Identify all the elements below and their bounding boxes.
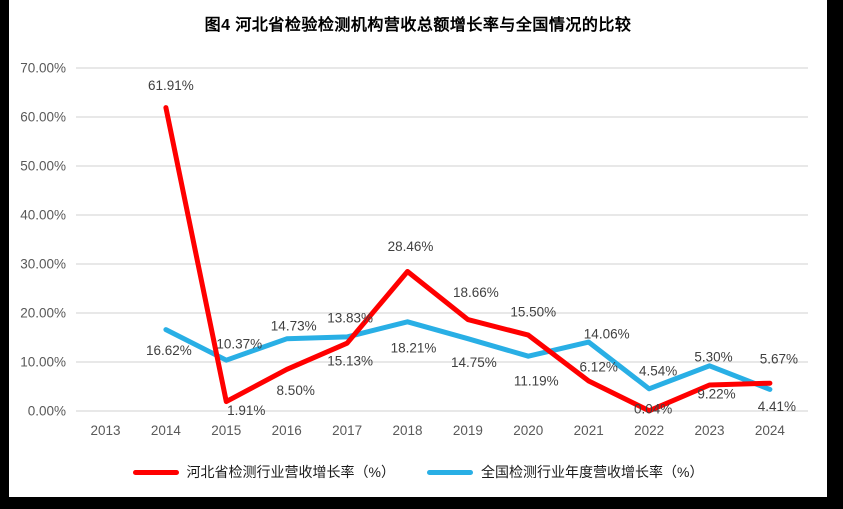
data-label: 11.19% [514, 374, 559, 389]
x-axis-label: 2023 [694, 423, 724, 438]
series-0-data-labels: 61.91% 1.91% 8.50% 13.83% 28.46% 18.66% 15.50%… [148, 78, 798, 418]
x-axis-label: 2014 [151, 423, 182, 438]
data-label: 1.91% [227, 403, 265, 418]
data-label: 13.83% [327, 311, 373, 326]
y-axis-label: 70.00% [20, 61, 66, 76]
data-label: 16.62% [146, 343, 192, 358]
data-label: 15.13% [327, 353, 373, 368]
x-axis-label: 2018 [392, 423, 422, 438]
x-axis-label: 2022 [634, 423, 664, 438]
data-label: 14.75% [451, 355, 497, 370]
legend-label-national: 全国检测行业年度营收增长率（%） [481, 464, 704, 480]
y-axis-label: 20.00% [20, 306, 66, 321]
legend: 河北省检测行业营收增长率（%） 全国检测行业年度营收增长率（%） [9, 462, 827, 482]
legend-item-hebei: 河北省检测行业营收增长率（%） [132, 462, 395, 482]
data-label: 0.04% [634, 401, 672, 416]
data-label: 61.91% [148, 78, 194, 93]
x-axis-label: 2013 [90, 423, 120, 438]
legend-swatch-hebei [132, 469, 179, 475]
data-label: 5.67% [760, 352, 798, 367]
y-axis-label: 0.00% [28, 404, 66, 419]
x-axis-label: 2017 [332, 423, 362, 438]
x-axis-label: 2016 [272, 423, 302, 438]
legend-label-hebei: 河北省检测行业营收增长率（%） [186, 464, 395, 480]
data-label: 18.66% [453, 285, 499, 300]
x-axis-label: 2024 [755, 423, 786, 438]
series-line-1 [163, 319, 773, 392]
x-axis-label: 2015 [211, 423, 241, 438]
y-axis-labels: 0.00% 10.00% 20.00% 30.00% 40.00% 50.00% 60.00… [20, 61, 66, 419]
legend-item-national: 全国检测行业年度营收增长率（%） [427, 462, 703, 482]
data-label: 5.30% [694, 350, 732, 365]
data-label: 28.46% [388, 239, 434, 254]
gridlines [76, 67, 808, 412]
data-label: 15.50% [510, 305, 556, 320]
y-axis-label: 30.00% [20, 257, 66, 272]
y-axis-label: 60.00% [20, 110, 66, 125]
data-label: 10.37% [216, 337, 262, 352]
data-label: 8.50% [277, 383, 315, 398]
x-axis-label: 2019 [453, 423, 483, 438]
data-label: 6.12% [580, 360, 618, 375]
y-axis-label: 50.00% [20, 159, 66, 174]
data-label: 4.41% [758, 399, 796, 414]
chart-title: 图4 河北省检验检测机构营收总额增长率与全国情况的比较 [204, 17, 632, 34]
x-axis-label: 2020 [513, 423, 543, 438]
y-axis-label: 10.00% [20, 355, 66, 370]
data-label: 4.54% [639, 363, 677, 378]
chart-canvas: 图4 河北省检验检测机构营收总额增长率与全国情况的比较 河北省检测行业营收增长率… [9, 0, 827, 497]
data-label: 18.21% [391, 340, 437, 355]
y-axis-label: 40.00% [20, 208, 66, 223]
data-label: 14.73% [271, 318, 317, 333]
x-axis-label: 2021 [574, 423, 604, 438]
legend-swatch-national [427, 469, 473, 475]
series-1-data-labels: 16.62% 10.37% 14.73% 15.13% 18.21% 14.75% 11.1… [146, 318, 796, 414]
data-label: 14.06% [584, 327, 630, 342]
x-axis-labels: 2013 2014 2015 2016 2017 2018 2019 2020 2021 2022… [90, 423, 785, 438]
data-label: 9.22% [697, 386, 735, 401]
series-line-0 [163, 105, 773, 414]
